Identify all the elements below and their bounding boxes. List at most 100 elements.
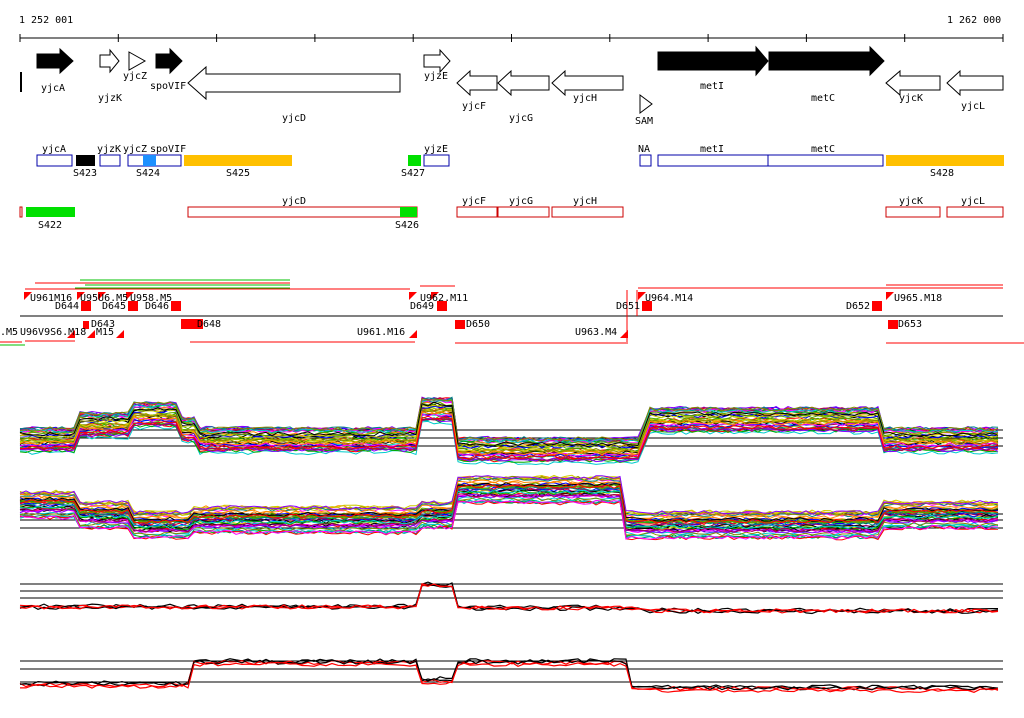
breakpoint-label: D645 (102, 301, 126, 312)
segment-label: S427 (401, 168, 425, 179)
gene-yjcH[interactable]: yjcH (551, 69, 624, 104)
breakpoint-label: D653 (898, 319, 922, 330)
breakpoint-label: M15 (96, 327, 114, 338)
profile-trace (19, 584, 999, 615)
breakpoint-label: U963.M4 (575, 327, 617, 338)
profile-trace (19, 396, 999, 441)
cluttered-labels: U961M16 (30, 293, 72, 304)
svg-text:yjcH: yjcH (573, 93, 597, 104)
gene-yjcD[interactable]: yjcD (187, 65, 401, 124)
profile-trace (19, 660, 999, 692)
gene-yjzE[interactable]: yjzE (423, 48, 451, 82)
profile-trace (19, 492, 999, 533)
svg-text:yjcK: yjcK (899, 93, 923, 104)
breakpoint-label: D643 (91, 319, 115, 330)
gene-track: yjcA yjzK yjcZ spoVIF yjcD yjzE yjcF yj (20, 45, 1004, 127)
profile-trace (19, 474, 999, 515)
gene-spoVIF[interactable]: spoVIF (150, 47, 186, 92)
tu-label: yjcL (961, 196, 985, 207)
segment-S427[interactable] (408, 155, 421, 166)
profile-trace (19, 418, 999, 461)
gene-metI[interactable]: metI (657, 45, 769, 92)
breakpoint-label: U964.M14 (645, 293, 693, 304)
gene-yjcA[interactable]: yjcA (36, 47, 74, 94)
gene-yjcG[interactable]: yjcG (497, 69, 550, 124)
profile-trace (19, 404, 999, 449)
tu-label: metC (811, 144, 835, 155)
segment-label: S425 (226, 168, 250, 179)
segment-S422[interactable] (26, 207, 75, 217)
tu-label: yjcK (899, 196, 923, 207)
svg-text:yjcL: yjcL (961, 101, 985, 112)
profile-trace (19, 483, 999, 524)
breakpoint-label: D651 (616, 301, 640, 312)
forward-tu-track: yjcA S423 yjzK yjcZ spoVIF S424 S425 S42… (36, 144, 1004, 179)
end-coordinate: 1 262 000 (947, 15, 1001, 26)
gene-SAM[interactable]: SAM (635, 94, 653, 127)
start-coordinate: 1 252 001 (19, 15, 73, 26)
svg-text:metC: metC (811, 93, 835, 104)
profile-trace (19, 583, 999, 614)
svg-text:yjcD: yjcD (282, 113, 306, 124)
profile-trace (19, 486, 999, 527)
breakpoint-label: U962.M11 (420, 293, 468, 304)
breakpoint-label: D646 (145, 301, 169, 312)
tu-label: yjzK (97, 144, 121, 155)
breakpoint-label: U961.M16 (357, 327, 405, 338)
tu-label: yjcZ (123, 144, 147, 155)
cluttered-labels: U95U6.M5 (80, 293, 128, 304)
breakpoint-label: D652 (846, 301, 870, 312)
breakpoint-label: U958.M5 (130, 293, 172, 304)
reverse-tu-track: S422 yjcD S426 yjcF yjcG yjcH yjcK yjcL (19, 196, 1004, 231)
breakpoint-label: D644 (55, 301, 79, 312)
segment-label: S424 (136, 168, 160, 179)
coordinate-ruler: 1 252 001 1 262 000 (19, 15, 1004, 42)
expression-profiles (19, 396, 1003, 694)
tu-label: yjzE (424, 144, 448, 155)
svg-text:SAM: SAM (635, 116, 653, 127)
svg-text:yjzE: yjzE (424, 71, 448, 82)
tu-label: yjcD (282, 196, 306, 207)
svg-text:yjcA: yjcA (41, 83, 65, 94)
svg-text:metI: metI (700, 81, 724, 92)
tu-label: metI (700, 144, 724, 155)
gene-yjcK[interactable]: yjcK (885, 69, 941, 104)
breakpoint-label: U965.M18 (894, 293, 942, 304)
svg-text:yjzK: yjzK (98, 93, 122, 104)
breakpoint-track: U964.M14 U965.M18 U961.M16 U963.M4 D644 … (0, 279, 1024, 346)
profile-trace (19, 489, 999, 530)
tu-label: yjcG (509, 196, 533, 207)
segment-label: S422 (38, 220, 62, 231)
profile-trace (19, 489, 999, 529)
segment-S425[interactable] (184, 155, 292, 166)
svg-text:yjcZ: yjcZ (123, 71, 147, 82)
gene-metC[interactable]: metC (768, 45, 885, 104)
svg-text:yjcG: yjcG (509, 113, 533, 124)
profile-trace (19, 409, 999, 454)
segment-label: S428 (930, 168, 954, 179)
segment-label: S423 (73, 168, 97, 179)
profile-trace (19, 475, 999, 515)
segment-S423[interactable] (76, 155, 95, 166)
svg-text:yjcF: yjcF (462, 101, 486, 112)
gene-yjcL[interactable]: yjcL (946, 69, 1004, 112)
breakpoint-label: D649 (410, 301, 434, 312)
tu-label: yjcA (42, 144, 66, 155)
gene-yjzK[interactable]: yjzK (98, 48, 122, 104)
breakpoint-label: D650 (466, 319, 490, 330)
profile-trace (19, 484, 999, 524)
gene-yjcZ[interactable]: yjcZ (123, 51, 147, 82)
segment-S428[interactable] (886, 155, 1004, 166)
segment-S426[interactable] (400, 207, 417, 217)
breakpoint-label: D648 (197, 319, 221, 330)
breakpoint-label: .M5 (0, 327, 18, 338)
profile-trace (19, 415, 999, 460)
tu-label: spoVIF (150, 144, 186, 155)
gene-yjcF[interactable]: yjcF (456, 69, 498, 112)
profile-trace (19, 398, 999, 442)
segment-S424[interactable] (143, 155, 156, 166)
profile-trace (20, 661, 999, 694)
profile-trace (19, 499, 999, 540)
